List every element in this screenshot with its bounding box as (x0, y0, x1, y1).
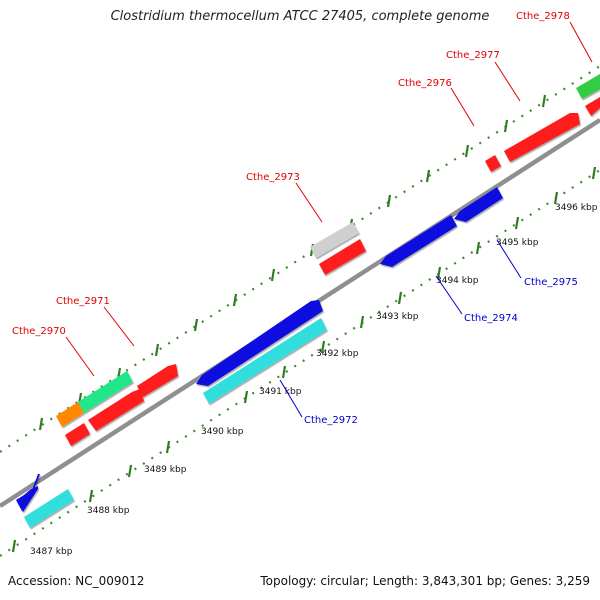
gene-block-red[interactable] (485, 155, 501, 172)
scale-label: 3491 kbp (259, 387, 302, 397)
gene-block-red[interactable] (319, 239, 366, 275)
gene-label-forward[interactable]: Cthe_2973 (246, 172, 300, 183)
gene-block-cyan[interactable] (24, 489, 74, 528)
tick (541, 94, 547, 108)
scale-label: 3493 kbp (376, 312, 419, 322)
gene-arrow-red[interactable] (504, 113, 580, 162)
tick (165, 440, 171, 454)
gene-block-blue[interactable] (17, 486, 38, 512)
tick (270, 268, 276, 282)
scale-label: 3495 kbp (496, 238, 539, 248)
tick (386, 194, 392, 208)
label-leader (435, 275, 463, 315)
label-leader (450, 87, 475, 127)
tick (11, 539, 17, 553)
tick (38, 417, 44, 431)
tick (514, 216, 520, 230)
tick (154, 343, 160, 357)
gene-label-forward[interactable]: Cthe_2978 (516, 11, 570, 22)
label-leader (65, 336, 95, 377)
gene-arrow-red[interactable] (137, 364, 178, 397)
tick (475, 241, 481, 255)
reverse-major-ticks (11, 166, 597, 553)
tick (88, 489, 94, 503)
tick (232, 293, 238, 307)
scale-label: 3492 kbp (316, 349, 359, 359)
tick (436, 266, 442, 280)
tick (553, 191, 559, 205)
gene-arrow-red[interactable] (88, 389, 144, 431)
accession-text: Accession: NC_009012 (8, 574, 145, 588)
tick (127, 464, 133, 478)
gene-block-gray[interactable] (310, 222, 359, 258)
tick (503, 119, 509, 133)
tick (397, 291, 403, 305)
gene-arrow-blue[interactable] (196, 300, 323, 386)
tick (464, 144, 470, 158)
gene-arrow-blue[interactable] (454, 187, 503, 222)
label-leader (279, 379, 303, 418)
label-leader (496, 239, 522, 279)
gene-label-reverse[interactable]: Cthe_2972 (304, 415, 358, 426)
gene-block-green[interactable] (576, 74, 600, 99)
tick (281, 365, 287, 379)
gene-block-red[interactable] (585, 97, 600, 116)
gene-label-reverse[interactable]: Cthe_2974 (464, 313, 518, 324)
gene-label-forward[interactable]: Cthe_2976 (398, 78, 452, 89)
figure-title: Clostridium thermocellum ATCC 27405, com… (110, 9, 490, 24)
tick (591, 166, 597, 180)
tick (425, 169, 431, 183)
tick (243, 390, 249, 404)
gene-label-forward[interactable]: Cthe_2971 (56, 296, 110, 307)
scale-label: 3496 kbp (555, 203, 598, 213)
label-leader (569, 21, 593, 63)
scale-label: 3494 kbp (436, 276, 479, 286)
scale-label: 3487 kbp (30, 547, 73, 557)
scale-label: 3488 kbp (87, 506, 130, 516)
gene-block-red[interactable] (65, 423, 90, 446)
scale-label: 3489 kbp (144, 465, 187, 475)
gene-block-springgreen[interactable] (78, 371, 133, 413)
label-leader (494, 61, 521, 102)
scale-label: 3490 kbp (201, 427, 244, 437)
gene-arrow-blue[interactable] (380, 215, 457, 267)
gene-block-orange[interactable] (56, 402, 84, 427)
tick (320, 340, 326, 354)
label-leader (295, 182, 323, 223)
gene-label-forward[interactable]: Cthe_2977 (446, 50, 500, 61)
label-leader (103, 306, 135, 347)
gene-block-cyan[interactable] (203, 318, 327, 404)
gene-label-reverse[interactable]: Cthe_2975 (524, 277, 578, 288)
tick (359, 315, 365, 329)
tick (193, 318, 199, 332)
gene-label-forward[interactable]: Cthe_2970 (12, 326, 66, 337)
genome-summary-text: Topology: circular; Length: 3,843,301 bp… (260, 574, 590, 588)
